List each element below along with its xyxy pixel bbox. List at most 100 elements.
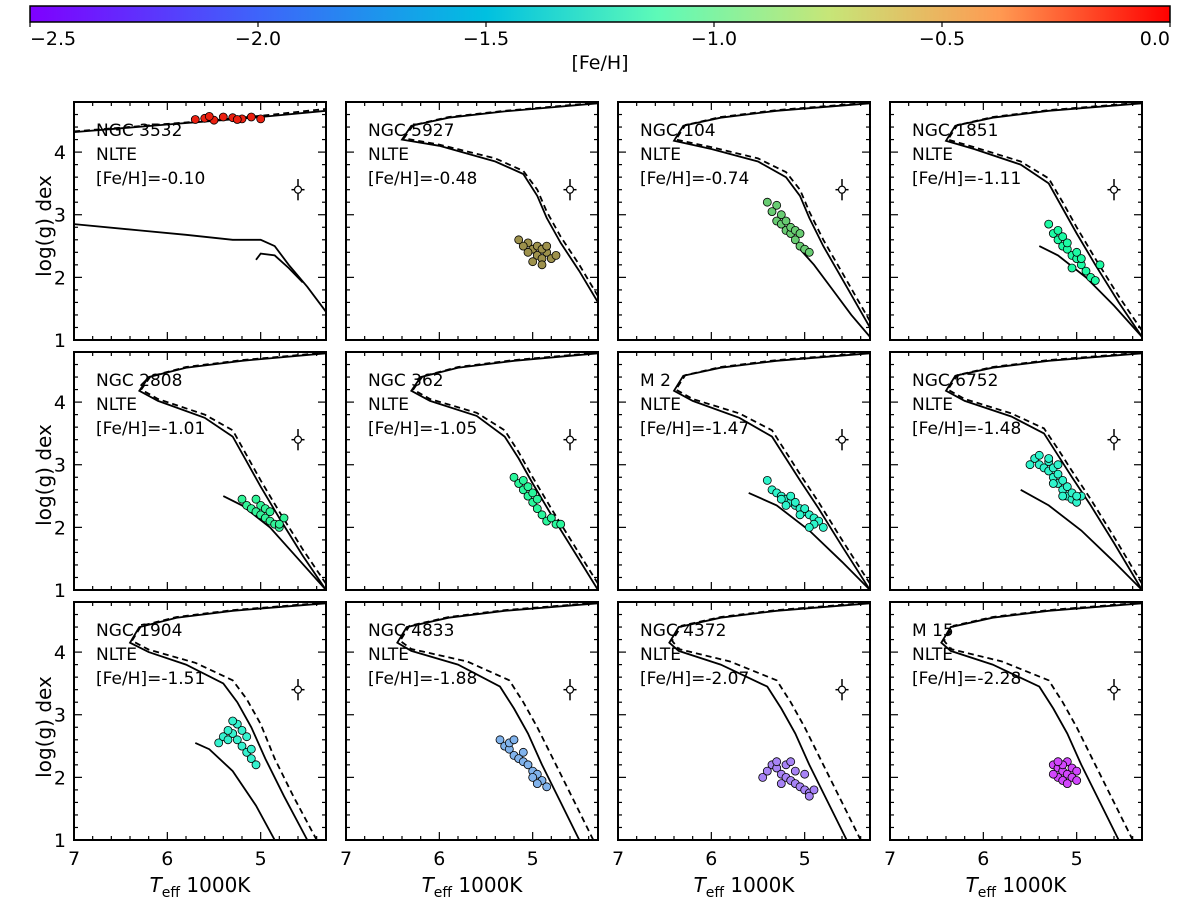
isochrone-solid (74, 109, 326, 133)
feh-label: [Fe/H]=-1.05 (368, 419, 477, 439)
y-tick-label: 1 (54, 330, 66, 352)
isochrone-dashed (670, 602, 870, 840)
feh-label: [Fe/H]=-1.88 (368, 669, 477, 689)
plot-area (409, 352, 598, 590)
feh-label: [Fe/H]=-1.51 (96, 669, 205, 689)
nlte-label: NLTE (368, 645, 409, 665)
star-point (781, 500, 791, 510)
star-point (518, 747, 528, 757)
panel-m-2: M 2 NLTE [Fe/H]=-1.47 (617, 351, 871, 591)
star-point (1048, 769, 1058, 779)
star-point (800, 769, 810, 779)
star-point (495, 735, 505, 745)
y-axis-label-row-2: log(g) dex (32, 424, 56, 526)
y-tick-label: 1 (54, 830, 66, 852)
isochrone-solid (1020, 489, 1142, 590)
y-tick-label: 1 (54, 580, 66, 602)
star-point (546, 513, 556, 523)
star-point (537, 260, 547, 270)
feh-label: [Fe/H]=-1.47 (640, 419, 749, 439)
star-point (767, 207, 777, 217)
x-axis-label: Teff 1000K (422, 873, 524, 901)
cluster-name: NGC 5927 (368, 121, 454, 141)
y-tick-label: 3 (54, 455, 66, 477)
star-point (274, 519, 284, 529)
panel-frame (889, 101, 1143, 341)
star-point (242, 732, 252, 742)
error-bar-point (837, 435, 847, 444)
error-bar-point (837, 185, 847, 194)
feh-label: [Fe/H]=-1.01 (96, 419, 205, 439)
isochrone-solid (255, 252, 304, 284)
isochrone-dashed (139, 352, 326, 585)
nlte-label: NLTE (96, 145, 137, 165)
feh-label: [Fe/H]=-2.07 (640, 669, 749, 689)
y-tick-label: 4 (54, 642, 66, 664)
panel-ngc-104: NGC 104 NLTE [Fe/H]=-0.74 (617, 101, 871, 341)
plot-area (74, 108, 326, 313)
star-point (528, 257, 538, 267)
cluster-name: M 15 (912, 621, 954, 641)
cluster-name: NGC 6752 (912, 371, 998, 391)
star-point (790, 497, 800, 507)
error-bar-point (293, 185, 303, 194)
star-point (781, 216, 791, 226)
star-point (818, 523, 828, 532)
y-tick-label: 2 (54, 517, 66, 539)
star-point (246, 744, 256, 754)
star-point (237, 741, 247, 751)
star-point (1034, 450, 1044, 460)
panel-ngc-362: NGC 362 NLTE [Fe/H]=-1.05 (345, 351, 599, 591)
isochrone-solid (1038, 245, 1142, 338)
star-point (795, 510, 805, 520)
star-point (246, 112, 256, 122)
plot-area (672, 352, 870, 590)
star-point (804, 523, 814, 532)
y-tick-label: 2 (54, 267, 66, 289)
star-point (1058, 491, 1068, 501)
star-point (1053, 225, 1063, 235)
x-tick-label: 5 (1071, 848, 1083, 870)
feh-label: [Fe/H]=-1.11 (912, 169, 1021, 189)
x-tick-label: 7 (68, 848, 80, 870)
panel-frame (617, 101, 871, 341)
star-point (1072, 766, 1082, 776)
star-point (772, 200, 782, 210)
star-point (537, 510, 547, 520)
star-point (758, 773, 768, 782)
star-point (1053, 460, 1063, 470)
star-point (279, 513, 289, 523)
cluster-name: NGC 1904 (96, 621, 182, 641)
error-bar-point (1109, 185, 1119, 194)
nlte-label: NLTE (912, 395, 953, 415)
isochrone-solid (748, 492, 870, 590)
x-axis-label: Teff 1000K (966, 873, 1068, 901)
star-point (809, 785, 819, 795)
star-point (523, 760, 533, 770)
star-point (542, 782, 552, 792)
isochrone-dashed (130, 602, 326, 840)
plot-area (944, 102, 1142, 338)
panel-frame (617, 601, 871, 841)
error-bar-point (565, 435, 575, 444)
y-tick-label: 4 (54, 142, 66, 164)
cluster-name: NGC 4372 (640, 621, 726, 641)
isochrone-solid (194, 742, 276, 840)
panel-frame (73, 101, 327, 341)
nlte-label: NLTE (912, 145, 953, 165)
star-point (762, 197, 772, 207)
error-bar-point (293, 435, 303, 444)
star-point (246, 754, 256, 763)
panel-ngc-3532: 1 2 3 4 NGC 3532 NLTE [Fe/H]=-0.10 (54, 101, 327, 352)
x-tick-label: 5 (255, 848, 267, 870)
error-bar-point (293, 685, 303, 694)
panel-ngc-2808: 1 2 3 4 NGC 2808 NLTE [Fe/H]=-1.01 (54, 351, 327, 602)
star-point (786, 757, 796, 767)
star-point (1095, 260, 1105, 270)
isochrone-dashed (411, 352, 598, 585)
colorbar-tick-label: 0.0 (1140, 28, 1170, 50)
colorbar-ticks: −2.5 −2.0 −1.5 −1.0 −0.5 0.0 (29, 22, 1171, 50)
star-point (518, 241, 528, 251)
